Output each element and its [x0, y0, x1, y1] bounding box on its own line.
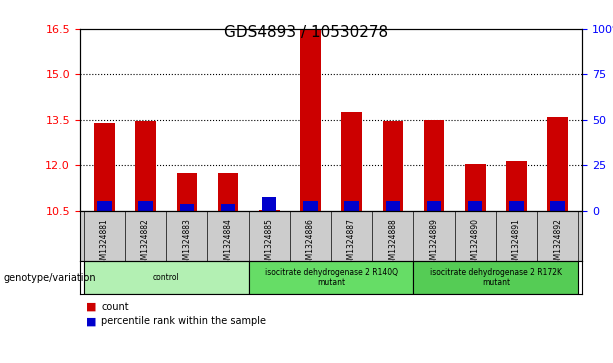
Bar	[249, 261, 413, 294]
Bar	[135, 121, 156, 211]
Text: GSM1324892: GSM1324892	[553, 218, 562, 269]
Bar	[341, 112, 362, 211]
Text: GSM1324886: GSM1324886	[306, 218, 315, 269]
Bar	[139, 201, 153, 211]
Bar	[345, 200, 359, 211]
Bar	[303, 200, 318, 211]
Bar	[94, 123, 115, 211]
Text: GSM1324881: GSM1324881	[100, 218, 109, 269]
Bar	[97, 201, 112, 211]
Text: GSM1324883: GSM1324883	[182, 218, 191, 269]
Text: GSM1324884: GSM1324884	[224, 218, 232, 269]
Text: isocitrate dehydrogenase 2 R172K
mutant: isocitrate dehydrogenase 2 R172K mutant	[430, 268, 562, 287]
Bar	[180, 204, 194, 211]
Text: ■: ■	[86, 316, 96, 326]
Text: isocitrate dehydrogenase 2 R140Q
mutant: isocitrate dehydrogenase 2 R140Q mutant	[265, 268, 397, 287]
Bar	[218, 173, 238, 211]
Bar	[84, 261, 249, 294]
Bar	[221, 204, 235, 211]
Text: GDS4893 / 10530278: GDS4893 / 10530278	[224, 25, 389, 40]
Bar	[413, 261, 578, 294]
Bar	[262, 197, 276, 211]
Bar	[177, 173, 197, 211]
Text: genotype/variation: genotype/variation	[3, 273, 96, 283]
Text: ■: ■	[86, 302, 96, 312]
Text: control: control	[153, 273, 180, 282]
Text: GSM1324888: GSM1324888	[388, 218, 397, 269]
Bar	[506, 160, 527, 211]
Bar	[509, 201, 524, 211]
Text: GSM1324887: GSM1324887	[347, 218, 356, 269]
Text: GSM1324891: GSM1324891	[512, 218, 521, 269]
Bar	[550, 200, 565, 211]
Text: GSM1324885: GSM1324885	[265, 218, 274, 269]
Bar	[547, 117, 568, 211]
Bar	[259, 210, 280, 211]
Text: GSM1324890: GSM1324890	[471, 218, 480, 269]
Text: GSM1324889: GSM1324889	[430, 218, 438, 269]
Text: count: count	[101, 302, 129, 312]
Text: GSM1324882: GSM1324882	[141, 218, 150, 269]
Bar	[427, 201, 441, 211]
Bar	[468, 201, 482, 211]
Text: percentile rank within the sample: percentile rank within the sample	[101, 316, 266, 326]
Bar	[383, 121, 403, 211]
Bar	[424, 120, 444, 211]
Bar	[300, 23, 321, 211]
Bar	[386, 200, 400, 211]
Bar	[465, 164, 485, 211]
